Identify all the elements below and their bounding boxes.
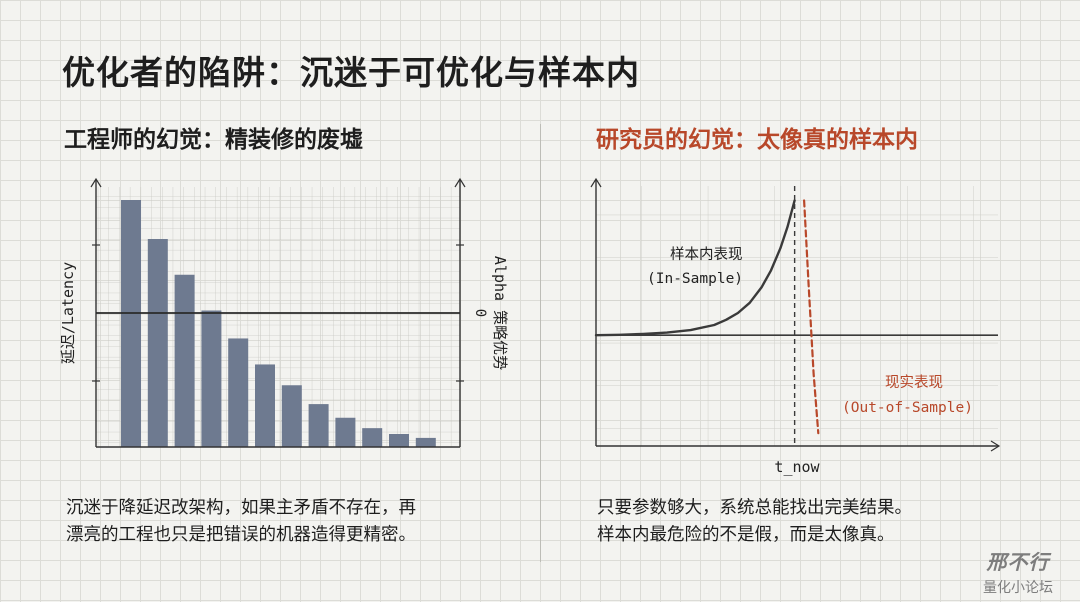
in-sample-label-1: 样本内表现 (670, 246, 743, 263)
right-y-axis-label: Alpha 策略优势 (491, 256, 509, 370)
bar-4 (201, 310, 222, 447)
line-chart-svg: 样本内表现 (In-Sample) 现实表现 (Out-of-Sample) t… (590, 177, 1001, 476)
watermark-brand: 邢不行 (986, 550, 1050, 574)
page-title: 优化者的陷阱：沉迷于可优化与样本内 (62, 53, 640, 92)
bar-9 (335, 417, 356, 447)
y-axis-arrow (590, 177, 602, 188)
bar-6 (255, 364, 275, 447)
bar-3 (174, 274, 195, 447)
right-caption: 只要参数够大，系统总能找出完美结果。 样本内最危险的不是假，而是太像真。 (597, 495, 912, 549)
in-sample-line (594, 199, 796, 337)
bar-5 (228, 338, 249, 447)
watermark: 邢不行 量化小论坛 (963, 546, 1073, 597)
panel-divider (540, 124, 541, 562)
out-sample-label-1: 现实表现 (885, 374, 943, 391)
bar-2 (147, 239, 168, 447)
x-axis-label: t_now (774, 458, 820, 476)
right-caption-line: 样本内最危险的不是假，而是太像真。 (597, 525, 895, 545)
bar-12 (415, 437, 436, 447)
in-sample-label-2: (In-Sample) (647, 271, 743, 287)
left-caption-line: 沉迷于降延迟改架构，如果主矛盾不存在，再 (66, 498, 416, 518)
bar-7 (281, 385, 302, 447)
bar-1 (121, 200, 141, 447)
x-axis-arrow (990, 440, 1001, 452)
watermark-forum: 量化小论坛 (983, 580, 1053, 596)
left-subtitle: 工程师的幻觉：精装修的废墟 (64, 127, 363, 153)
bar-11 (389, 434, 409, 447)
bar-10 (362, 428, 383, 447)
right-caption-line: 只要参数够大，系统总能找出完美结果。 (597, 498, 912, 518)
left-caption: 沉迷于降延迟改架构，如果主矛盾不存在，再 漂亮的工程也只是把错误的机器造得更精密… (66, 495, 416, 549)
left-caption-line: 漂亮的工程也只是把错误的机器造得更精密。 (66, 525, 416, 545)
out-sample-label-2: (Out-of-Sample) (842, 400, 973, 416)
latency-bar-chart: 0 延迟/Latency Alpha 策略优势 (55, 175, 510, 465)
zero-tick-label: 0 (472, 309, 488, 317)
bar-8 (308, 404, 329, 447)
right-subtitle: 研究员的幻觉：太像真的样本内 (596, 127, 918, 153)
left-y-axis-label: 延迟/Latency (59, 262, 77, 364)
sample-line-chart: 样本内表现 (In-Sample) 现实表现 (Out-of-Sample) t… (575, 172, 1015, 482)
line-plot-grid (596, 186, 998, 446)
bar-chart-svg: 0 延迟/Latency Alpha 策略优势 (59, 177, 509, 448)
out-of-sample-line (803, 199, 820, 435)
right-y-arrow (454, 177, 466, 188)
left-y-arrow (90, 177, 102, 188)
